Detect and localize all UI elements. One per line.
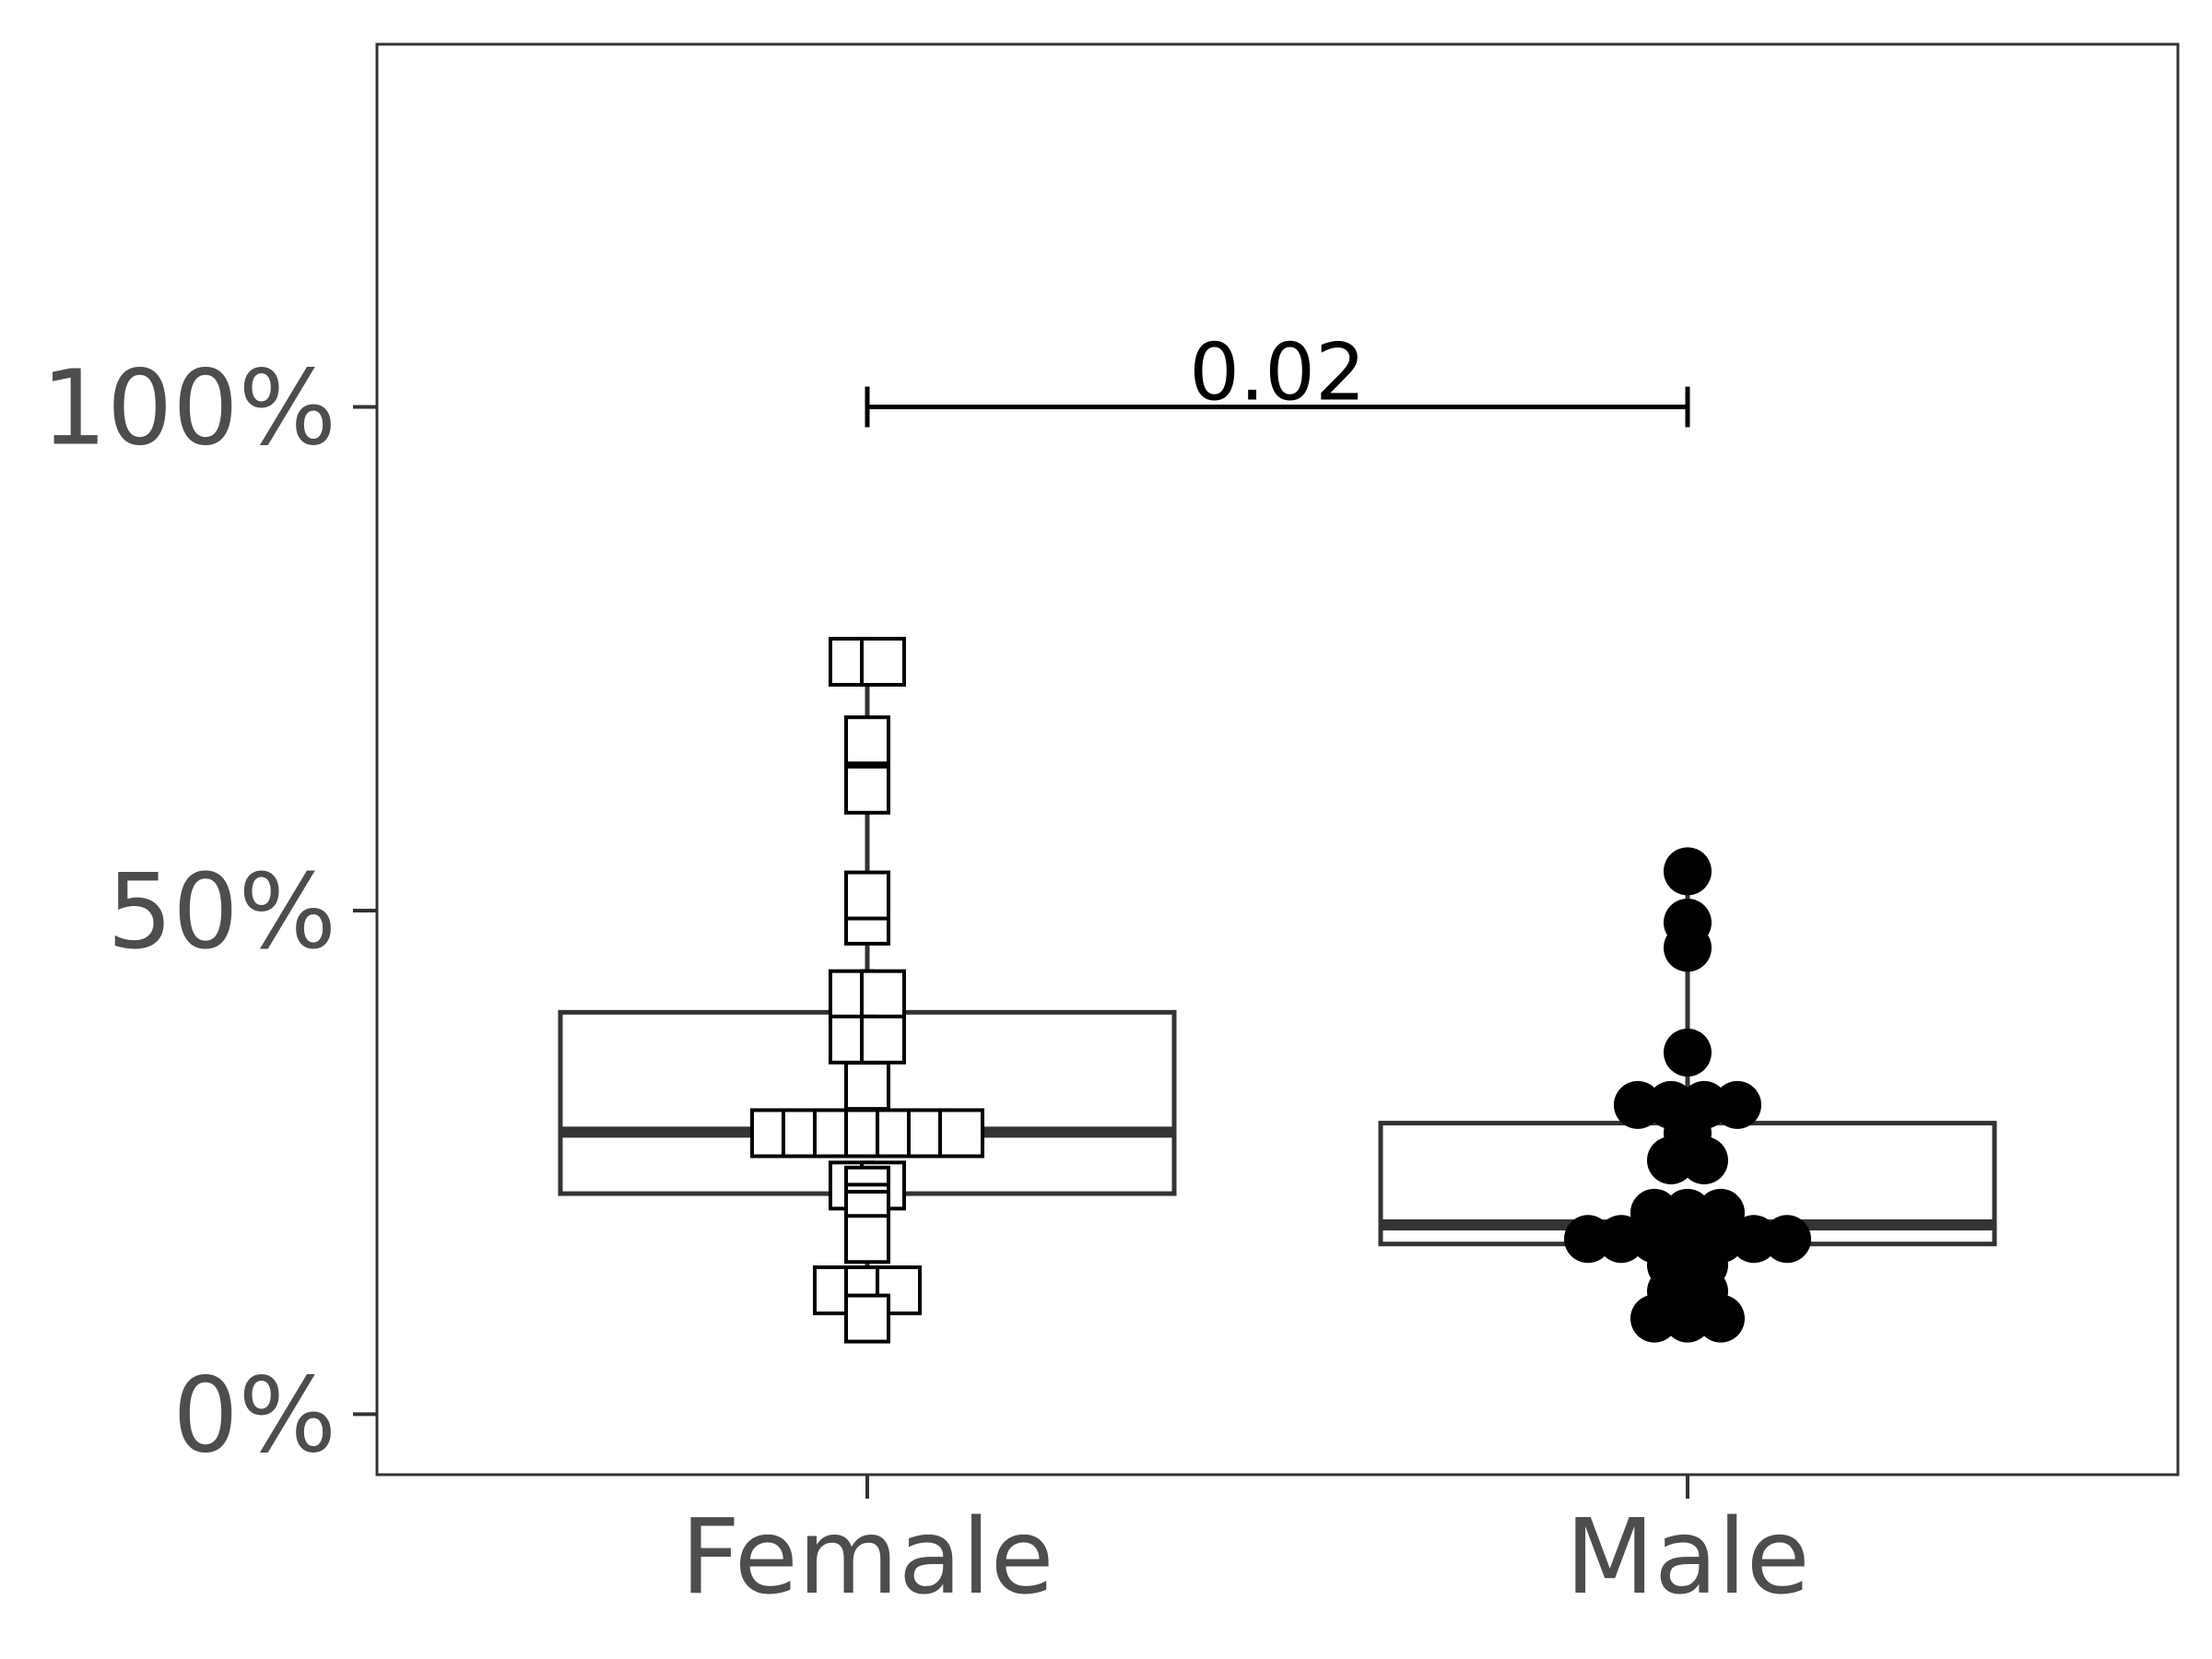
point-male (1697, 1294, 1745, 1343)
point-female (876, 1265, 922, 1315)
point-male (1630, 1294, 1678, 1343)
point-male (1664, 1029, 1712, 1077)
point-female (860, 1014, 906, 1065)
y-tick-label-0: 0% (172, 1356, 336, 1476)
point-female (938, 1108, 984, 1159)
y-tick-label-100: 100% (41, 348, 336, 468)
p-value-label: 0.02 (1189, 326, 1365, 418)
point-male (1763, 1215, 1811, 1264)
point-male (1664, 1294, 1712, 1343)
significance-bracket: 0.02 (865, 326, 1690, 428)
point-female (844, 1061, 890, 1112)
point-male (1614, 1080, 1662, 1129)
point-female (860, 636, 906, 687)
point-female (844, 1293, 890, 1344)
point-male (1680, 1135, 1728, 1184)
point-male (1564, 1215, 1612, 1264)
point-female (844, 764, 890, 815)
panel-border (375, 42, 2180, 1477)
point-male (1664, 847, 1712, 896)
point-female (844, 715, 890, 766)
point-female (844, 870, 890, 921)
point-male (1647, 1135, 1695, 1184)
x-axis: Female Male (681, 1475, 1810, 1618)
y-axis: 0% 50% 100% (41, 348, 377, 1476)
point-male (1597, 1215, 1645, 1264)
point-male (1664, 924, 1712, 972)
point-female (844, 1214, 890, 1265)
data-points (750, 636, 1811, 1344)
x-tick-label-male: Male (1565, 1498, 1809, 1618)
point-female (860, 969, 906, 1019)
y-tick-label-50: 50% (107, 853, 336, 972)
point-male (1730, 1215, 1778, 1264)
point-male (1713, 1080, 1761, 1129)
x-tick-label-female: Female (681, 1498, 1054, 1618)
